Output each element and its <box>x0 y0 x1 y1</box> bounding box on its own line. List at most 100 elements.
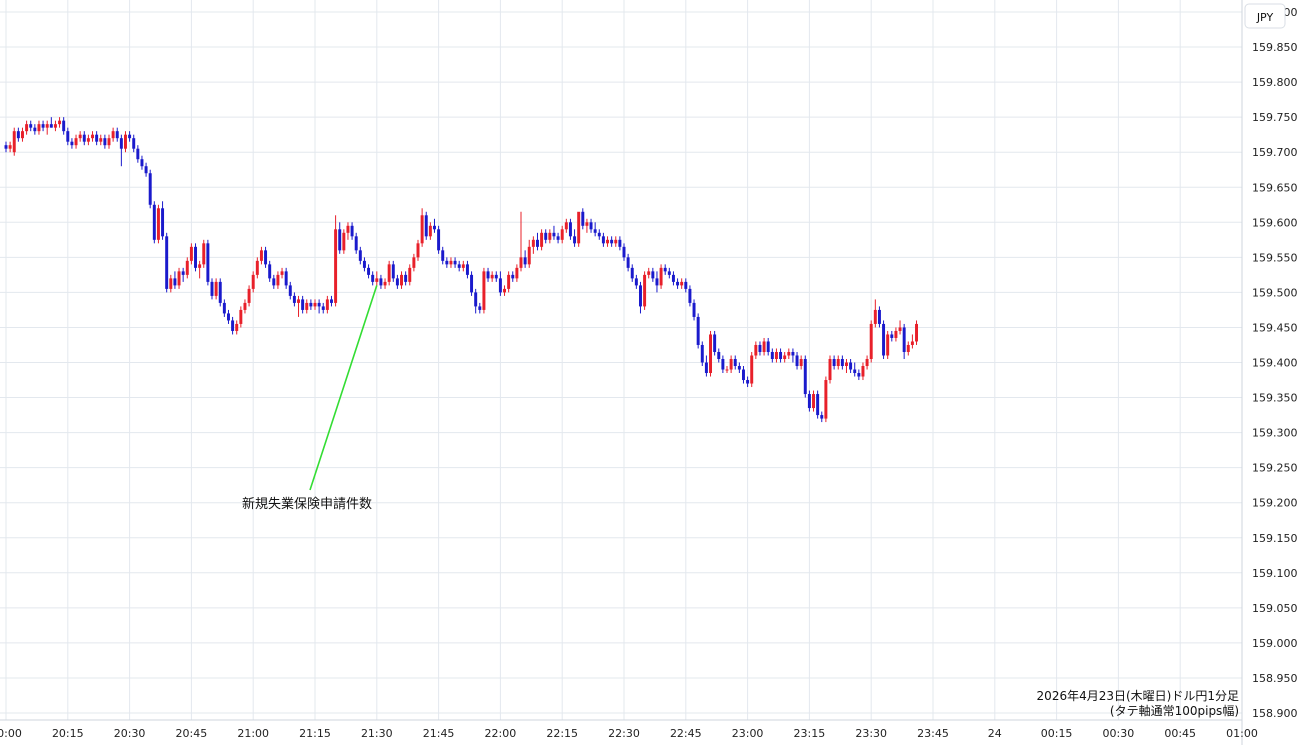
candle <box>593 222 597 237</box>
candle-body <box>86 138 90 142</box>
candle <box>251 271 255 293</box>
candle <box>676 278 680 289</box>
x-tick-label: 20:15 <box>52 727 84 740</box>
candle <box>53 120 57 132</box>
candle-body <box>807 394 811 409</box>
y-tick-label: 159.800 <box>1252 76 1298 89</box>
x-tick-label: 00:15 <box>1041 727 1073 740</box>
candle-body <box>886 334 890 356</box>
candle <box>45 120 49 135</box>
candle <box>915 320 919 345</box>
candle <box>713 330 717 356</box>
candle <box>816 390 820 419</box>
candle-body <box>622 246 626 258</box>
x-tick-label: 22:30 <box>608 727 640 740</box>
candle-body <box>671 274 675 282</box>
currency-badge[interactable]: JPY <box>1244 3 1286 29</box>
y-tick-label: 159.750 <box>1252 111 1298 124</box>
candle-body <box>103 138 107 146</box>
candle-body <box>445 260 449 265</box>
candle <box>486 267 490 282</box>
candle-body <box>20 131 24 139</box>
x-tick-label: 23:00 <box>732 727 764 740</box>
candle <box>692 299 696 321</box>
candle-body <box>503 288 507 293</box>
candle-body <box>264 250 268 265</box>
candle <box>412 253 416 272</box>
candle-body <box>420 215 424 244</box>
candle <box>424 211 428 240</box>
x-tick-label: 21:45 <box>423 727 455 740</box>
candle <box>898 320 902 335</box>
candle <box>630 264 634 282</box>
candle <box>136 145 140 163</box>
candle-body <box>824 380 828 419</box>
candle-body <box>865 358 869 367</box>
candle <box>857 369 861 381</box>
candle <box>494 271 498 282</box>
candle-body <box>610 239 614 244</box>
candle-body <box>99 138 103 142</box>
candle-body <box>231 320 235 331</box>
candle <box>218 278 222 307</box>
candle-body <box>482 271 486 310</box>
candle-body <box>255 260 259 275</box>
candle-body <box>737 366 741 370</box>
candle <box>420 208 424 247</box>
candle <box>445 257 449 268</box>
candle <box>589 218 593 233</box>
candle <box>519 211 523 272</box>
candle-body <box>412 257 416 268</box>
candle <box>20 127 24 142</box>
candle-body <box>762 341 766 352</box>
candle-body <box>395 278 399 286</box>
candle <box>202 239 206 268</box>
candle <box>297 295 301 317</box>
candle-body <box>437 229 441 251</box>
candle <box>247 285 251 307</box>
candle <box>704 355 708 377</box>
candle <box>243 299 247 314</box>
candle <box>239 306 243 328</box>
y-tick-label: 159.250 <box>1252 462 1298 475</box>
candle-body <box>247 288 251 303</box>
candle-body <box>507 274 511 289</box>
candle-body <box>37 124 41 132</box>
candle <box>733 355 737 370</box>
candle-body <box>795 355 799 367</box>
candle <box>132 134 136 153</box>
candle <box>869 320 873 363</box>
y-tick-label: 159.550 <box>1252 251 1298 264</box>
candle-body <box>41 124 45 128</box>
candle <box>626 253 630 272</box>
candle-body <box>272 278 276 286</box>
candle-body <box>634 278 638 286</box>
candle-body <box>371 274 375 282</box>
candle-body <box>218 281 222 303</box>
candle-body <box>292 295 296 303</box>
x-tick-label: 22:15 <box>546 727 578 740</box>
candle <box>37 120 41 135</box>
y-tick-label: 159.600 <box>1252 216 1298 229</box>
candle-body <box>857 373 861 377</box>
candle <box>498 271 502 296</box>
candle-body <box>494 274 498 279</box>
candle-body <box>787 351 791 356</box>
candle-body <box>779 351 783 359</box>
candle-body <box>478 306 482 310</box>
candle <box>8 141 12 153</box>
candle-body <box>441 250 445 261</box>
candle-body <box>66 131 70 142</box>
y-tick-label: 159.300 <box>1252 427 1298 440</box>
y-tick-label: 159.500 <box>1252 286 1298 299</box>
candle-body <box>91 134 95 139</box>
x-tick-label: 24 <box>988 727 1002 740</box>
candle <box>807 390 811 412</box>
candle-body <box>358 250 362 261</box>
candle-body <box>297 299 301 303</box>
candle-body <box>688 288 692 303</box>
candle-body <box>910 341 914 345</box>
candle <box>638 281 642 314</box>
candle <box>828 355 832 384</box>
candle <box>383 278 387 289</box>
